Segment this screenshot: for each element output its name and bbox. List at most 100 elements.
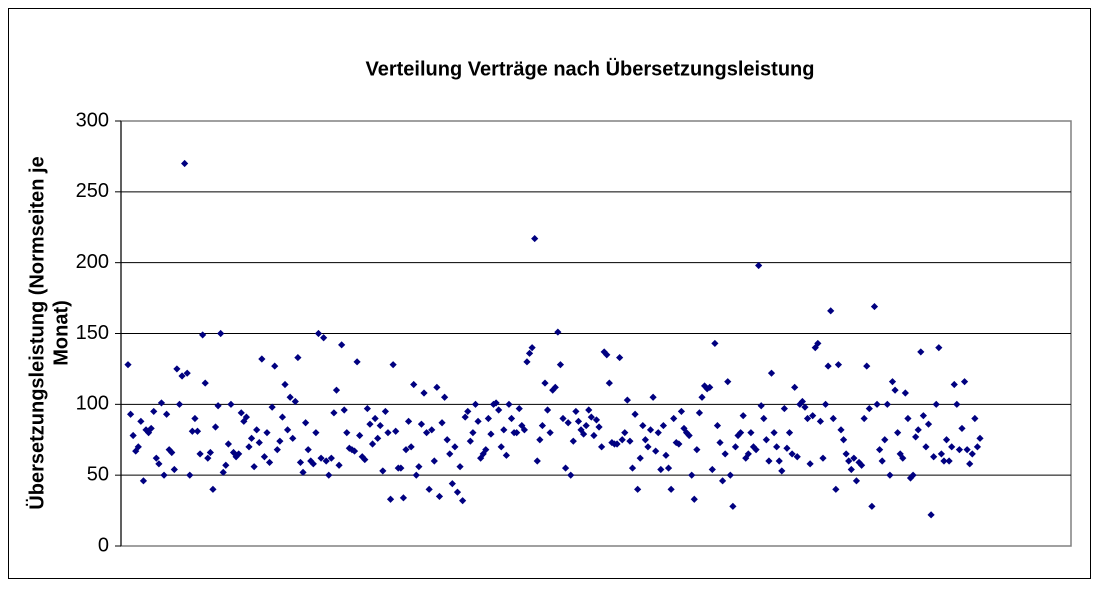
point bbox=[253, 426, 261, 434]
point bbox=[860, 414, 868, 423]
point bbox=[139, 477, 148, 485]
point bbox=[276, 437, 284, 445]
y-tick-label: 50 bbox=[87, 463, 109, 485]
point bbox=[289, 434, 297, 442]
point bbox=[446, 450, 454, 458]
point bbox=[595, 423, 603, 431]
point bbox=[322, 457, 330, 465]
point bbox=[206, 448, 214, 457]
point bbox=[582, 421, 590, 430]
point bbox=[870, 302, 879, 311]
point bbox=[706, 383, 714, 391]
point bbox=[317, 454, 325, 462]
point bbox=[291, 397, 299, 406]
point bbox=[955, 446, 964, 454]
point bbox=[525, 349, 534, 357]
point bbox=[464, 407, 472, 416]
point bbox=[477, 454, 485, 462]
point bbox=[469, 429, 477, 437]
point bbox=[466, 437, 474, 445]
point bbox=[129, 431, 137, 440]
point bbox=[281, 380, 289, 389]
point bbox=[718, 477, 727, 485]
point bbox=[834, 361, 843, 369]
point bbox=[415, 463, 423, 471]
point bbox=[914, 426, 922, 434]
point bbox=[273, 446, 281, 454]
point bbox=[420, 389, 428, 397]
point bbox=[438, 419, 446, 427]
point bbox=[760, 414, 768, 423]
point bbox=[667, 485, 675, 493]
point bbox=[605, 379, 613, 387]
point bbox=[402, 446, 410, 454]
point bbox=[327, 454, 335, 462]
point bbox=[600, 348, 608, 356]
point bbox=[314, 329, 323, 338]
point bbox=[932, 400, 940, 408]
point bbox=[775, 457, 783, 465]
point bbox=[765, 457, 773, 465]
point bbox=[484, 414, 492, 423]
point bbox=[852, 477, 861, 485]
point bbox=[397, 464, 405, 472]
point bbox=[778, 467, 786, 475]
point bbox=[193, 427, 202, 435]
point bbox=[873, 400, 881, 408]
point bbox=[536, 436, 544, 444]
point bbox=[904, 414, 912, 423]
point bbox=[685, 431, 693, 440]
point bbox=[917, 348, 925, 356]
point bbox=[211, 423, 220, 431]
point bbox=[247, 434, 256, 442]
point bbox=[441, 393, 449, 401]
point bbox=[927, 511, 935, 519]
point bbox=[646, 426, 655, 434]
point bbox=[381, 407, 390, 416]
point bbox=[227, 400, 235, 408]
point bbox=[924, 420, 933, 428]
point bbox=[422, 429, 431, 437]
point bbox=[896, 450, 904, 458]
point bbox=[175, 400, 184, 408]
point bbox=[338, 341, 346, 349]
point bbox=[688, 471, 696, 479]
point bbox=[886, 471, 894, 479]
point bbox=[379, 467, 387, 475]
point bbox=[649, 393, 657, 401]
point bbox=[374, 434, 382, 442]
point bbox=[716, 438, 724, 447]
point bbox=[433, 383, 441, 391]
point bbox=[157, 399, 166, 407]
point bbox=[621, 429, 629, 437]
point bbox=[386, 495, 395, 503]
y-tick-label: 300 bbox=[76, 109, 109, 131]
point bbox=[847, 465, 855, 474]
point bbox=[302, 419, 310, 427]
point bbox=[531, 234, 539, 243]
point bbox=[618, 436, 626, 444]
point bbox=[132, 447, 140, 455]
point bbox=[559, 414, 567, 423]
point bbox=[724, 378, 732, 386]
point bbox=[695, 409, 704, 417]
point bbox=[268, 403, 276, 411]
point bbox=[410, 380, 418, 389]
point bbox=[371, 414, 379, 423]
point bbox=[703, 385, 711, 393]
point bbox=[543, 406, 552, 414]
point bbox=[899, 454, 907, 462]
point bbox=[456, 463, 464, 471]
point bbox=[245, 443, 253, 451]
point bbox=[891, 386, 899, 394]
point bbox=[721, 450, 729, 458]
point bbox=[214, 402, 222, 410]
point bbox=[489, 400, 498, 408]
point bbox=[224, 440, 232, 448]
point bbox=[201, 379, 209, 387]
point bbox=[677, 407, 686, 416]
point bbox=[958, 424, 966, 433]
point bbox=[304, 446, 312, 454]
point bbox=[404, 417, 413, 425]
point bbox=[235, 450, 243, 458]
